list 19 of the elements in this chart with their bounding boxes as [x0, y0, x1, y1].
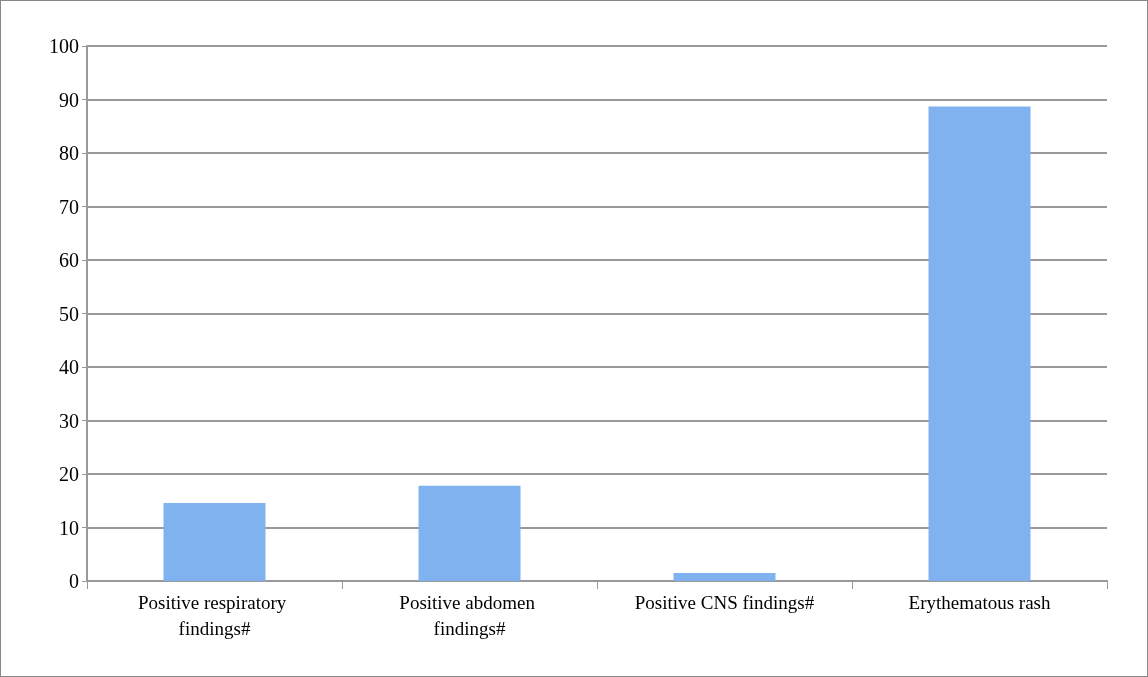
x-tick-label: Positive respiratory findings#	[137, 591, 292, 639]
x-tick-label: Positive CNS findings#	[634, 591, 815, 613]
y-tick-label: 0	[69, 570, 79, 592]
y-tick-label: 10	[59, 516, 79, 539]
bar	[418, 485, 521, 581]
y-tick-label: 70	[59, 195, 79, 218]
y-tick-label: 60	[59, 249, 79, 271]
y-tick-label: 40	[59, 356, 79, 378]
y-tick-label: 80	[59, 142, 79, 164]
x-tick-label: Erythematous rash	[908, 591, 1051, 613]
y-tick-label: 50	[59, 302, 79, 325]
x-tick-label: Positive abdomen findings#	[399, 591, 540, 639]
y-tick-label: 30	[59, 409, 79, 432]
bar	[163, 502, 266, 581]
bar	[928, 106, 1031, 581]
y-tick-label: 100	[49, 35, 79, 57]
y-tick-label: 90	[59, 88, 79, 111]
y-tick-label: 20	[59, 463, 79, 485]
bar	[673, 572, 776, 581]
